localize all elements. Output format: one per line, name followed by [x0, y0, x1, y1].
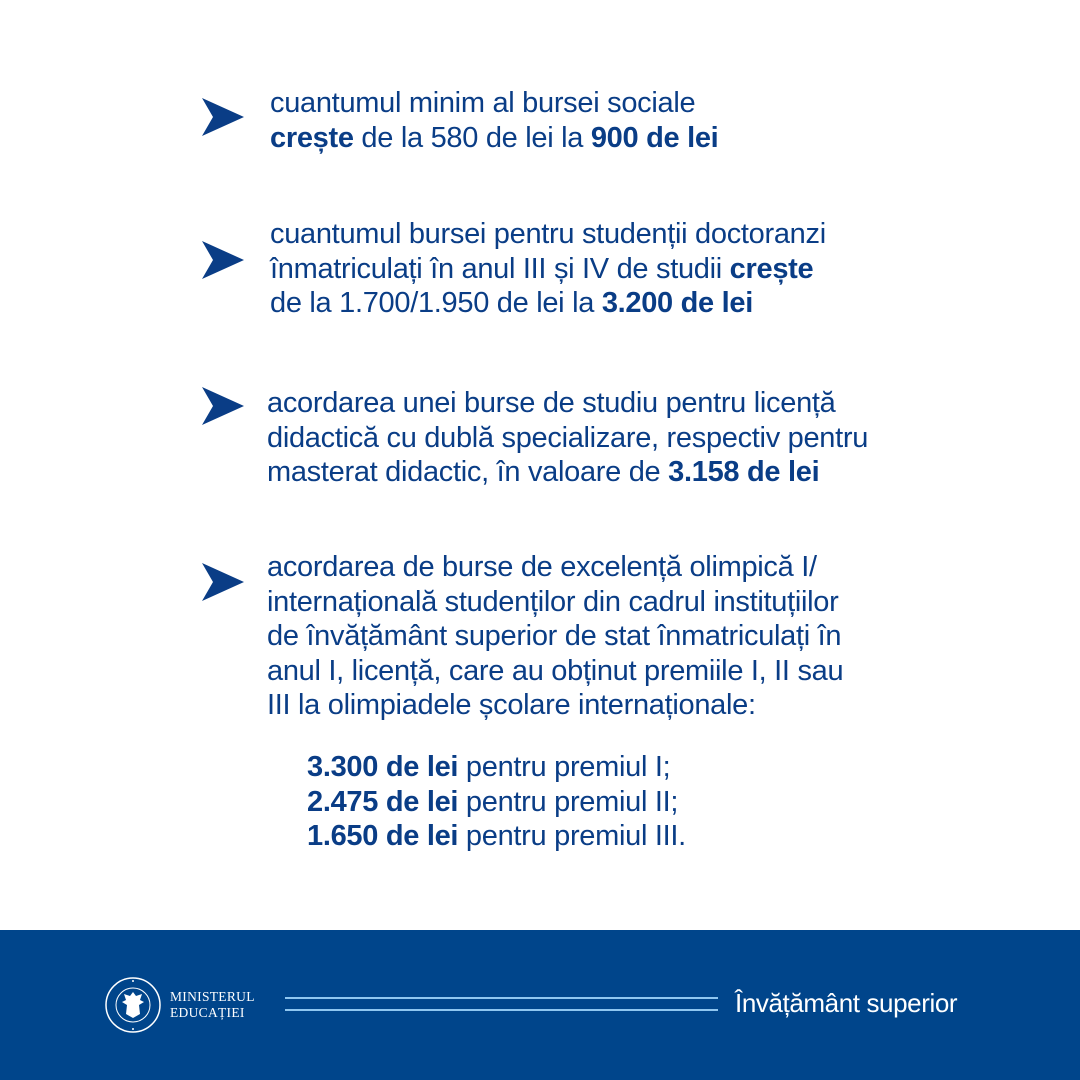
body-text: de la 580 de lei la — [353, 121, 591, 154]
prize-line: 3.300 de lei pentru premiul I; — [307, 750, 686, 785]
prize-label: pentru premiul I; — [458, 751, 671, 783]
body-text: acordarea de burse de excelență olimpică… — [267, 551, 817, 583]
text-line: cuantumul minim al bursei sociale — [270, 86, 718, 121]
divider-line — [285, 1009, 718, 1011]
list-item: cuantumul bursei pentru studenții doctor… — [270, 217, 826, 321]
emphasis-text: crește — [729, 252, 814, 285]
arrow-bullet-icon — [202, 241, 244, 279]
body-text: anul I, licență, care au obținut premiil… — [267, 654, 844, 687]
body-text: cuantumul minim al bursei sociale — [270, 87, 696, 119]
text-line: didactică cu dublă specializare, respect… — [267, 421, 868, 456]
emphasis-text: 3.200 de lei — [601, 287, 753, 319]
emphasis-text: 900 de lei — [590, 121, 719, 154]
divider-line — [285, 997, 718, 999]
body-text: acordarea unei burse de studiu pentru li… — [267, 387, 836, 419]
text-line: de la 1.700/1.950 de lei la 3.200 de lei — [270, 286, 826, 321]
body-text: cuantumul bursei pentru studenții doctor… — [270, 218, 826, 250]
ministry-name: MINISTERUL EDUCAȚIEI — [170, 989, 255, 1021]
body-text: III la olimpiadele școlare internațional… — [267, 689, 756, 721]
ministry-line-1: MINISTERUL — [170, 989, 255, 1004]
ministry-line-2: EDUCAȚIEI — [170, 1005, 245, 1020]
prize-list: 3.300 de lei pentru premiul I; 2.475 de l… — [307, 750, 686, 854]
text-line: acordarea de burse de excelență olimpică… — [267, 550, 843, 585]
prize-line: 2.475 de lei pentru premiul II; — [307, 785, 686, 820]
prize-amount: 2.475 de lei — [307, 785, 459, 818]
body-text: masterat didactic, în valoare de — [267, 456, 669, 488]
text-line: înmatriculați în anul III și IV de studi… — [270, 252, 826, 287]
body-text: înmatriculați în anul III și IV de studi… — [270, 252, 730, 285]
text-line: crește de la 580 de lei la 900 de lei — [270, 121, 719, 156]
prize-amount: 3.300 de lei — [307, 751, 459, 783]
prize-label: pentru premiul II; — [458, 785, 679, 818]
prize-line: 1.650 de lei pentru premiul III. — [307, 819, 686, 854]
body-text: internațională studenților din cadrul in… — [267, 585, 839, 618]
arrow-bullet-icon — [202, 387, 244, 425]
footer-bar — [0, 930, 1080, 1080]
text-line: III la olimpiadele școlare internațional… — [267, 688, 843, 723]
text-line: acordarea unei burse de studiu pentru li… — [267, 386, 868, 421]
body-text: de învățământ superior de stat înmatricu… — [267, 620, 842, 652]
body-text: didactică cu dublă specializare, respect… — [267, 421, 869, 454]
arrow-bullet-icon — [202, 563, 244, 601]
text-line: cuantumul bursei pentru studenții doctor… — [270, 217, 826, 252]
text-line: anul I, licență, care au obținut premiil… — [267, 654, 844, 689]
emphasis-text: crește — [270, 121, 354, 154]
government-seal-logo — [105, 977, 161, 1033]
text-line: masterat didactic, în valoare de 3.158 d… — [267, 455, 868, 490]
prize-label: pentru premiul III. — [458, 820, 686, 852]
arrow-bullet-icon — [202, 98, 244, 136]
prize-amount: 1.650 de lei — [307, 820, 459, 852]
list-item: acordarea de burse de excelență olimpică… — [267, 550, 844, 723]
list-item: cuantumul minim al bursei sociale crește … — [270, 86, 719, 156]
list-item: acordarea unei burse de studiu pentru li… — [267, 386, 868, 490]
text-line: de învățământ superior de stat înmatricu… — [267, 619, 843, 654]
body-text: de la 1.700/1.950 de lei la — [270, 287, 602, 319]
text-line: internațională studenților din cadrul in… — [267, 585, 843, 620]
section-title: Învățământ superior — [735, 988, 958, 1018]
emphasis-text: 3.158 de lei — [668, 456, 820, 488]
